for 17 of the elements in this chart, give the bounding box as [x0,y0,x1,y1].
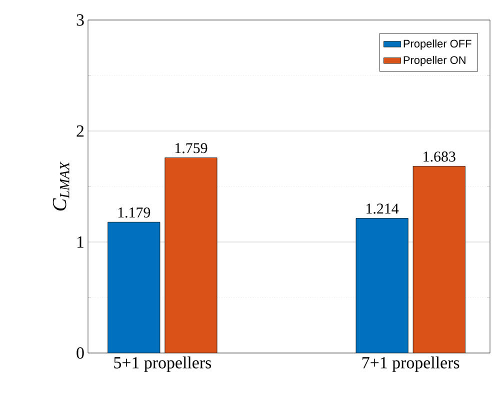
data-label: 1.179 [118,208,150,218]
bar [164,158,218,353]
y-tick-label: 1 [77,236,84,248]
x-tick-label: 5+1 propellers [114,356,212,372]
y-tick-label: 3 [76,14,84,26]
y-tick-label: 2 [76,125,84,137]
y-axis-title: C$_{LMAX}$ [52,161,70,210]
y-tick-label: 0 [76,347,84,359]
data-label: 1.214 [366,204,399,214]
legend-label: Propeller OFF [404,40,472,50]
legend-label: Propeller ON [404,56,466,66]
x-tick-label: 7+1 propellers [362,356,460,372]
bar [108,222,160,353]
bar [412,166,466,353]
data-label: 1.683 [424,152,456,162]
data-label: 1.759 [175,143,208,154]
bar [356,218,408,353]
